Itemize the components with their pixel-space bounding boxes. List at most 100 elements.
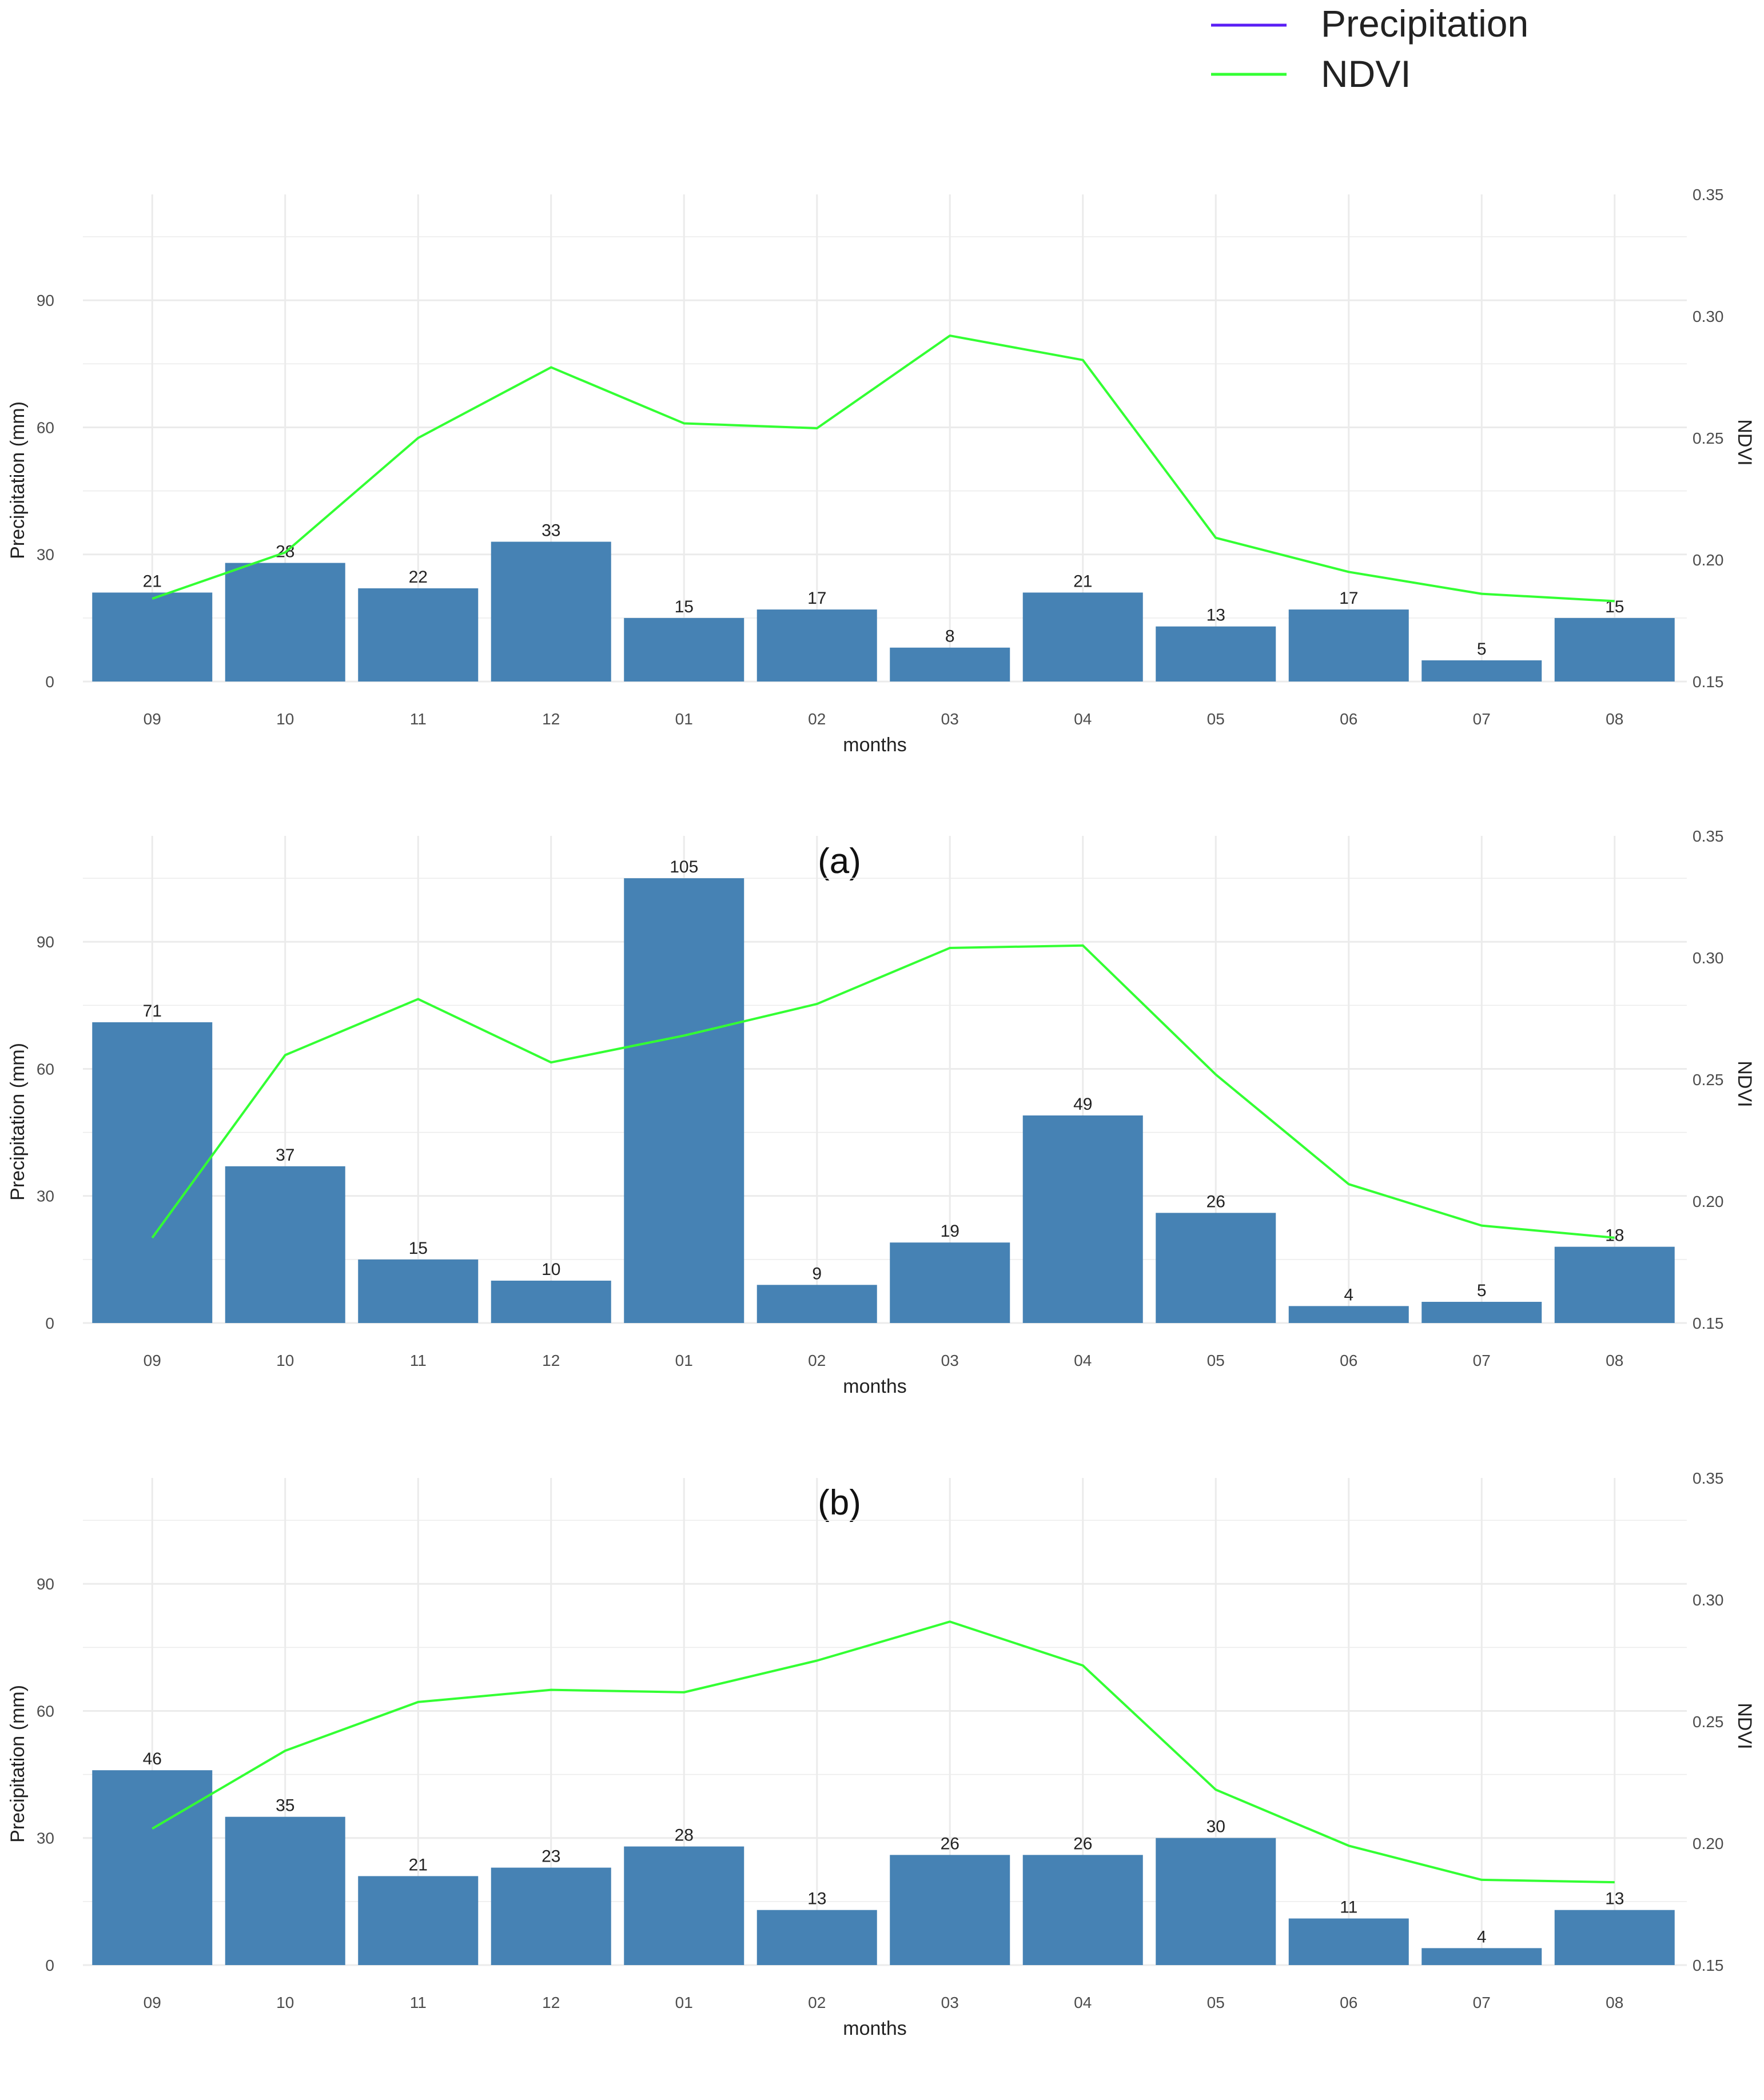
bar-value-label: 46 [143,1750,162,1768]
bar-value-label: 17 [1339,589,1358,608]
bar-value-label: 22 [409,568,428,587]
x-tick-label: 05 [1207,710,1225,728]
x-tick-label: 05 [1207,1352,1225,1369]
y2-tick-label: 0.20 [1693,1835,1724,1852]
bar-value-label: 105 [670,858,698,876]
bar-07 [1421,660,1542,682]
bar-03 [890,1242,1010,1323]
x-tick-label: 10 [276,1994,294,2011]
y2-tick-label: 0.25 [1693,1071,1724,1089]
bar-value-label: 13 [1206,606,1225,625]
bar-06 [1288,609,1409,682]
ndvi-line [151,944,1615,1239]
x-tick-label: 01 [675,710,693,728]
bar-value-label: 28 [675,1826,694,1845]
gridlines [83,836,1687,1324]
bar-value-label: 21 [409,1855,428,1874]
bar-value-label: 19 [941,1222,959,1241]
y2-axis-title: NDVI [1734,1703,1755,1749]
x-tick-label: 02 [808,1352,826,1369]
bar-value-label: 26 [1073,1834,1092,1853]
bar-value-label: 15 [409,1239,428,1258]
y-tick-label: 0 [45,673,54,691]
bar-10 [225,1816,345,1965]
x-tick-label: 03 [941,1994,959,2011]
bar-value-label: 37 [276,1146,294,1165]
y-axis-title: Precipitation (mm) [7,1043,29,1201]
x-tick-label: 02 [808,710,826,728]
y2-tick-label: 0.30 [1693,308,1724,325]
bar-value-label: 26 [941,1834,959,1853]
bar-12 [491,541,611,682]
x-tick-label: 12 [542,1994,560,2011]
bar-value-label: 13 [1605,1890,1624,1908]
bar-value-label: 23 [541,1847,560,1866]
x-tick-label: 10 [276,1352,294,1369]
bar-08 [1554,617,1675,682]
bar-12 [491,1867,611,1965]
x-tick-label: 06 [1340,710,1357,728]
y-tick-label: 0 [45,1956,54,1974]
legend-ndvi-label: NDVI [1321,53,1411,95]
y2-tick-label: 0.15 [1693,673,1724,691]
x-tick-label: 09 [144,1994,161,2011]
y-tick-label: 60 [37,1060,54,1078]
y-axis-title: Precipitation (mm) [7,401,29,559]
bar-11 [358,588,479,682]
bar-04 [1022,1115,1143,1323]
bar-05 [1156,626,1276,682]
ndvi-line [152,334,1615,603]
x-tick-label: 06 [1340,1352,1357,1369]
bar-09 [92,1022,213,1323]
x-tick-label: 07 [1473,1352,1491,1369]
x-tick-label: 07 [1473,710,1491,728]
legend-precipitation-label: Precipitation [1321,2,1528,45]
bar-value-label: 21 [1073,572,1092,591]
bar-10 [225,1166,345,1323]
x-tick-label: 09 [144,710,161,728]
y2-tick-label: 0.35 [1693,1469,1724,1487]
x-tick-label: 12 [542,710,560,728]
bar-value-label: 8 [945,627,955,646]
bar-01 [624,878,744,1323]
y2-axis-title: NDVI [1734,1061,1755,1107]
bar-04 [1022,592,1143,682]
bar-value-label: 4 [1477,1927,1487,1946]
x-tick-label: 11 [410,710,427,728]
bar-12 [491,1280,611,1323]
y-tick-label: 60 [37,419,54,436]
bar-value-label: 18 [1605,1226,1624,1245]
y-tick-label: 0 [45,1314,54,1332]
bar-02 [756,609,877,682]
y-tick-label: 30 [37,1830,54,1847]
bar-09 [92,1770,213,1965]
bar-value-label: 5 [1477,640,1487,659]
bar-value-label: 21 [143,572,162,591]
x-tick-label: 01 [675,1352,693,1369]
y2-tick-label: 0.30 [1693,1591,1724,1609]
bar-value-label: 10 [541,1260,560,1279]
x-tick-label: 06 [1340,1994,1357,2011]
bar-value-label: 30 [1206,1818,1225,1836]
bar-value-label: 26 [1206,1192,1225,1211]
panel-caption: (b) [818,1483,861,1523]
y2-tick-label: 0.20 [1693,551,1724,569]
y-tick-label: 90 [37,1575,54,1593]
x-tick-label: 03 [941,1352,959,1369]
bar-value-label: 71 [143,1002,162,1021]
bar-06 [1288,1306,1409,1323]
bar-10 [225,563,345,682]
y-tick-label: 30 [37,1188,54,1205]
bar-value-label: 33 [541,521,560,540]
bar-05 [1156,1213,1276,1323]
bar-06 [1288,1918,1409,1965]
bar-02 [756,1910,877,1965]
bar-11 [358,1876,479,1965]
x-tick-label: 08 [1606,1994,1623,2011]
y2-tick-label: 0.15 [1693,1956,1724,1974]
x-tick-label: 08 [1606,710,1623,728]
